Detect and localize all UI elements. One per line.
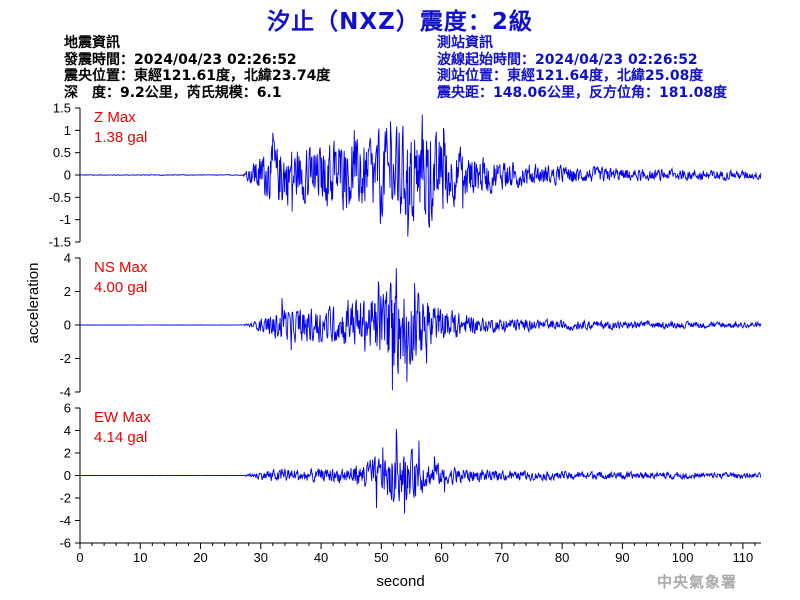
max-value-ew: 4.14 gal [94, 429, 147, 446]
max-value-z: 1.38 gal [94, 129, 147, 146]
y-tick-label: -2 [59, 491, 71, 506]
waveform-ns [79, 268, 762, 391]
x-tick-label: 80 [555, 550, 569, 565]
y-tick-label: -6 [59, 536, 71, 551]
y-tick-label: 0.5 [53, 145, 71, 160]
y-tick-label: -4 [59, 385, 71, 400]
x-tick-label: 10 [133, 550, 147, 565]
x-tick-label: 20 [193, 550, 207, 565]
waveform-ew [79, 428, 762, 514]
y-axis-label: acceleration [25, 263, 42, 344]
y-tick-label: -1 [59, 212, 71, 227]
x-tick-label: 30 [254, 550, 268, 565]
x-tick-label: 100 [672, 550, 694, 565]
x-axis-label: second [376, 573, 424, 590]
y-tick-label: 4 [64, 423, 71, 438]
y-tick-label: -2 [59, 351, 71, 366]
y-tick-label: 0 [64, 168, 71, 183]
y-tick-label: 0 [64, 468, 71, 483]
y-tick-label: 2 [64, 446, 71, 461]
station-location: 測站位置：東經121.64度，北緯25.08度 [437, 68, 704, 84]
x-tick-label: 60 [434, 550, 448, 565]
max-value-ns: 4.00 gal [94, 279, 147, 296]
depth-magnitude: 深 度：9.2公里，芮氏規模：6.1 [64, 84, 282, 101]
x-tick-label: 90 [615, 550, 629, 565]
x-tick-label: 50 [374, 550, 388, 565]
y-tick-label: 0 [64, 318, 71, 333]
y-tick-label: -1.5 [49, 235, 71, 250]
epicenter-location: 震央位置：東經121.61度，北緯23.74度 [64, 68, 331, 84]
station-info-heading: 測站資訊 [437, 35, 493, 51]
x-tick-label: 0 [76, 550, 83, 565]
agency-watermark: 中央氣象署 [657, 573, 738, 591]
earthquake-info: 地震資訊 發震時間：2024/04/23 02:26:52 震央位置：東經121… [64, 35, 330, 101]
y-tick-label: 4 [64, 251, 71, 266]
max-label-ew: EW Max [94, 409, 151, 426]
y-tick-label: -4 [59, 513, 71, 528]
y-tick-label: -0.5 [49, 190, 71, 205]
x-tick-label: 40 [314, 550, 328, 565]
x-tick-label: 70 [495, 550, 509, 565]
y-tick-label: 1.5 [53, 101, 71, 116]
max-label-ns: NS Max [94, 259, 148, 276]
epicentral-distance: 震央距：148.06公里，反方位角：181.08度 [437, 84, 728, 101]
origin-time: 發震時間：2024/04/23 02:26:52 [64, 51, 297, 68]
earthquake-info-heading: 地震資訊 [64, 35, 120, 51]
x-tick-label: 110 [733, 550, 754, 565]
y-tick-label: 1 [64, 123, 71, 138]
y-tick-label: 6 [64, 401, 71, 416]
waveform-z [80, 114, 762, 237]
y-tick-label: 2 [64, 284, 71, 299]
wave-start-time: 波線起始時間：2024/04/23 02:26:52 [437, 51, 698, 68]
station-info: 測站資訊 波線起始時間：2024/04/23 02:26:52 測站位置：東經1… [437, 35, 727, 101]
max-label-z: Z Max [94, 109, 136, 126]
chart-title: 汐止（NXZ）震度：2級 [267, 9, 533, 35]
